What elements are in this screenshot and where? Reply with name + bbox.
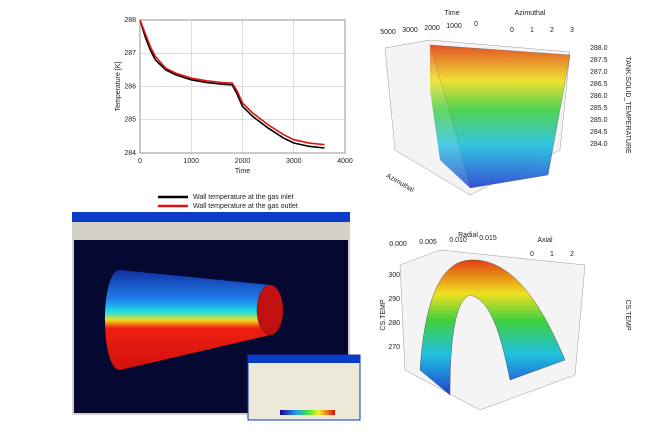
axis-text: 0 [530, 251, 534, 258]
axis-text: 286.0 [590, 93, 608, 100]
axis-text: 0 [510, 27, 514, 34]
axis-text: Radial [458, 232, 478, 239]
axis-text: 286.5 [590, 81, 608, 88]
axis-text: CS.TEMP [624, 299, 631, 330]
axis-text: Axial [537, 237, 553, 244]
axis-text: 1 [550, 251, 554, 258]
legend-label: Wall temperature at the gas inlet [193, 194, 294, 201]
axis-text: Azimuthal [385, 173, 416, 195]
series-line [139, 19, 325, 149]
y-tick-label: 287 [124, 50, 136, 57]
axis-text: 3000 [402, 27, 418, 34]
axis-text: 2 [570, 251, 574, 258]
axis-text: Time [444, 10, 459, 17]
y-tick-label: 285 [124, 117, 136, 124]
axis-text: 285.0 [590, 117, 608, 124]
app-screenshot [72, 212, 361, 421]
axis-text: 1000 [446, 23, 462, 30]
chart-panel [92, 5, 357, 210]
axis-text: 287.5 [590, 57, 608, 64]
y-tick-label: 286 [124, 83, 136, 90]
axis-text: 288.0 [590, 45, 608, 52]
axis-text: 300 [388, 272, 400, 279]
axis-text: 270 [388, 344, 400, 351]
y-axis-label: Temperature [K] [115, 62, 122, 112]
surface-bottom [399, 249, 586, 411]
axis-text: 290 [388, 296, 400, 303]
axis-text: 2 [550, 27, 554, 34]
y-tick-label: 288 [124, 17, 136, 24]
axis-text: 285.5 [590, 105, 608, 112]
x-tick-label: 3000 [286, 158, 302, 165]
axis-text: 5000 [380, 29, 396, 36]
axis-text: 284.0 [590, 141, 608, 148]
axis-text: 0.015 [479, 235, 497, 242]
axis-text: 1 [530, 27, 534, 34]
axis-text: 3 [570, 27, 574, 34]
legend-label: Wall temperature at the gas outlet [193, 203, 298, 210]
axis-text: 284.5 [590, 129, 608, 136]
axis-text: 0.010 [449, 237, 467, 244]
axis-text: Azimuthal [515, 10, 546, 17]
axis-text: 0.005 [419, 239, 437, 246]
x-tick-label: 2000 [235, 158, 251, 165]
x-tick-label: 0 [138, 158, 142, 165]
axis-text: CS.TEMP [380, 299, 387, 330]
axis-text: 280 [388, 320, 400, 327]
series-line [139, 19, 325, 146]
axis-text: 287.0 [590, 69, 608, 76]
y-tick-label: 284 [124, 150, 136, 157]
x-tick-label: 1000 [183, 158, 199, 165]
axis-text: 2000 [424, 25, 440, 32]
surface-top [384, 39, 571, 196]
x-tick-label: 4000 [337, 158, 353, 165]
axis-text: TANK:SOLID_TEMPERATURE [624, 56, 631, 154]
axis-text: 0 [474, 21, 478, 28]
x-axis-label: Time [235, 168, 250, 175]
axis-text: 0.000 [389, 241, 407, 248]
